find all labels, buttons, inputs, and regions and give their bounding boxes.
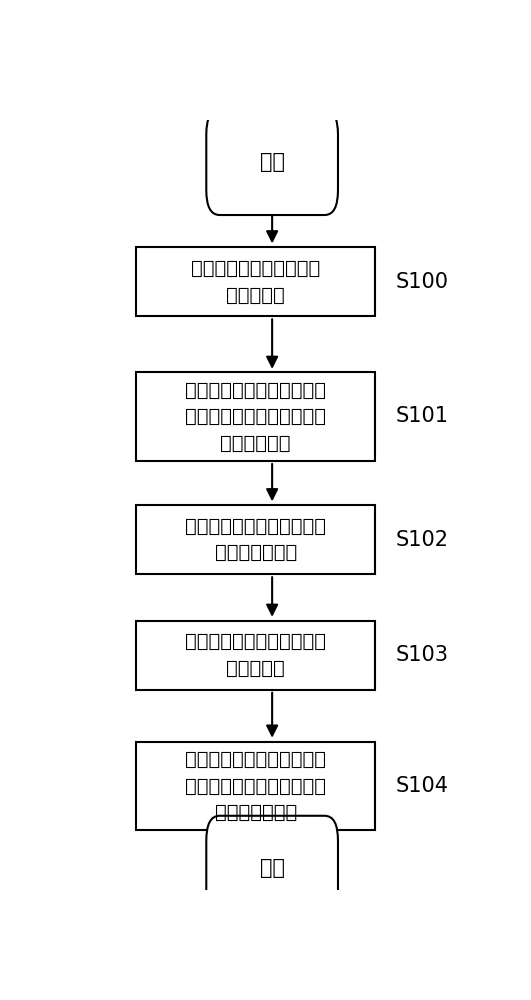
FancyBboxPatch shape <box>136 505 375 574</box>
Text: 开始: 开始 <box>260 152 285 172</box>
Text: 当终端设备是通过移动方式
联网时，启动终端设备中设
置的监听服务: 当终端设备是通过移动方式 联网时，启动终端设备中设 置的监听服务 <box>185 380 326 452</box>
Text: S104: S104 <box>396 776 449 796</box>
FancyBboxPatch shape <box>136 742 375 830</box>
FancyBboxPatch shape <box>136 247 375 316</box>
FancyBboxPatch shape <box>136 620 375 690</box>
Text: S103: S103 <box>396 645 449 665</box>
Text: 从记录的网络流量中提取出
相应的网络流量并展示在终
端设备的界面上: 从记录的网络流量中提取出 相应的网络流量并展示在终 端设备的界面上 <box>185 750 326 822</box>
FancyBboxPatch shape <box>206 110 338 215</box>
Text: 对终端设备的网络连接事
件进行监听: 对终端设备的网络连接事 件进行监听 <box>191 259 320 304</box>
FancyBboxPatch shape <box>206 816 338 921</box>
Text: S101: S101 <box>396 406 449 426</box>
Text: 利用监听服务获取终端设备
消耗的网络流量: 利用监听服务获取终端设备 消耗的网络流量 <box>185 517 326 562</box>
Text: 结束: 结束 <box>260 858 285 878</box>
FancyBboxPatch shape <box>136 372 375 461</box>
Text: 将获取到的网络流量记录在
终端设备中: 将获取到的网络流量记录在 终端设备中 <box>185 632 326 678</box>
Text: S102: S102 <box>396 530 449 550</box>
Text: S100: S100 <box>396 272 449 292</box>
